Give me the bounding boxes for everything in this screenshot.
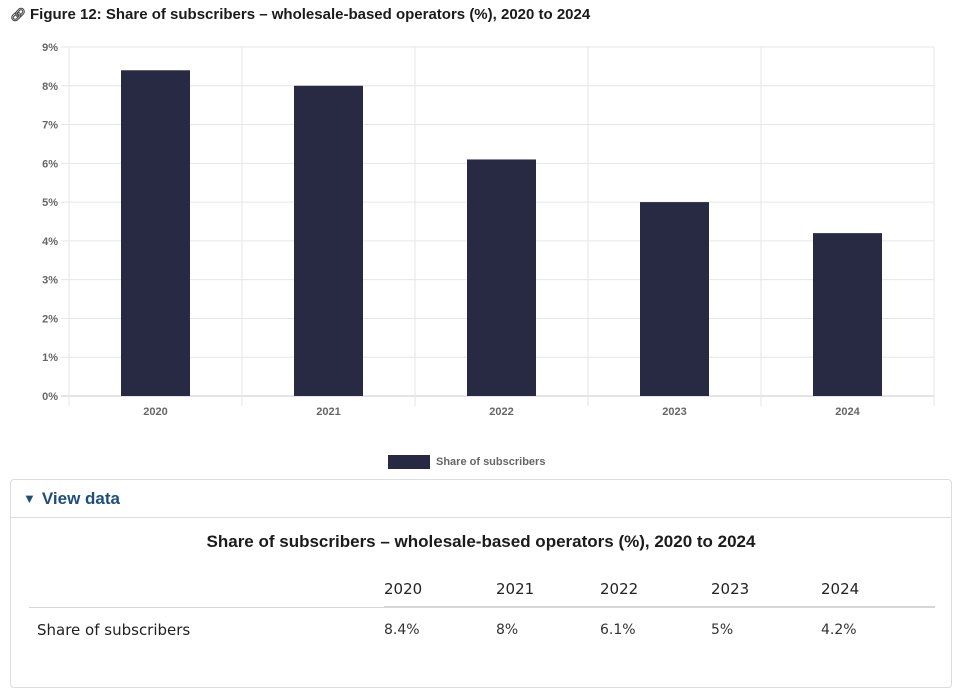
x-axis-ticks: 2020 2021 2022 2023 2024 <box>143 406 860 418</box>
header-blank <box>29 572 384 608</box>
bar[interactable] <box>813 233 882 396</box>
bar[interactable] <box>294 85 363 397</box>
table-cell: 8.4% <box>384 622 420 638</box>
column-header: 2020 <box>384 572 496 608</box>
legend-label[interactable]: Share of subscribers <box>436 456 546 468</box>
bar[interactable] <box>467 159 536 396</box>
column-header: 2024 <box>821 572 935 608</box>
table-cell: 5% <box>711 622 734 638</box>
x-tick-label: 2021 <box>316 406 340 418</box>
table-title: Share of subscribers – wholesale-based o… <box>206 532 756 551</box>
y-tick-label: 4% <box>42 236 58 248</box>
legend-swatch[interactable] <box>388 455 430 469</box>
y-tick-label: 7% <box>42 120 58 132</box>
table-row: Share of subscribers 8.4% 8% 6.1% 5% 4.2… <box>29 607 935 652</box>
column-header: 2022 <box>600 572 711 608</box>
y-tick-label: 8% <box>42 81 58 93</box>
y-tick-label: 0% <box>42 391 58 403</box>
y-tick-label: 2% <box>42 313 58 325</box>
x-tick-label: 2022 <box>489 406 513 418</box>
gridlines <box>61 46 935 406</box>
link-icon[interactable]: 🔗︎ <box>10 6 27 22</box>
y-tick-label: 6% <box>42 158 58 170</box>
y-tick-label: 5% <box>42 197 58 209</box>
view-data-panel: ▼ View data Share of subscribers – whole… <box>10 479 952 688</box>
table-header-row: 2020 2021 2022 2023 2024 <box>29 572 935 608</box>
legend: Share of subscribers <box>388 455 545 469</box>
triangle-down-icon: ▼ <box>23 491 36 506</box>
y-tick-label: 9% <box>42 42 58 54</box>
data-table: 2020 2021 2022 2023 2024 Share of subscr… <box>29 572 935 652</box>
y-tick-label: 3% <box>42 275 58 287</box>
bar[interactable] <box>121 70 190 397</box>
bars <box>121 70 882 397</box>
row-label: Share of subscribers <box>37 620 191 639</box>
x-tick-label: 2023 <box>662 406 686 418</box>
bar-chart: 0%1%2%3%4%5%6%7%8%9% 2020 2021 2022 2023 202… <box>42 42 935 418</box>
view-data-toggle[interactable]: ▼ View data <box>11 480 951 518</box>
bar[interactable] <box>640 202 709 396</box>
x-tick-label: 2020 <box>143 406 167 418</box>
y-tick-label: 1% <box>42 352 58 364</box>
table-cell: 4.2% <box>821 622 857 638</box>
column-header: 2023 <box>711 572 821 608</box>
figure-title: 🔗︎ Figure 12: Share of subscribers – who… <box>10 6 590 23</box>
figure-title-text: Figure 12: Share of subscribers – wholes… <box>30 6 591 23</box>
table-cell: 8% <box>496 622 519 638</box>
view-data-label: View data <box>41 488 120 508</box>
y-axis-ticks: 0% 1% 2% 3% 4% 5% 6% 7% 8% 9% <box>42 42 58 403</box>
x-tick-label: 2024 <box>835 406 860 418</box>
column-header: 2021 <box>496 572 600 608</box>
table-cell: 6.1% <box>600 622 636 638</box>
